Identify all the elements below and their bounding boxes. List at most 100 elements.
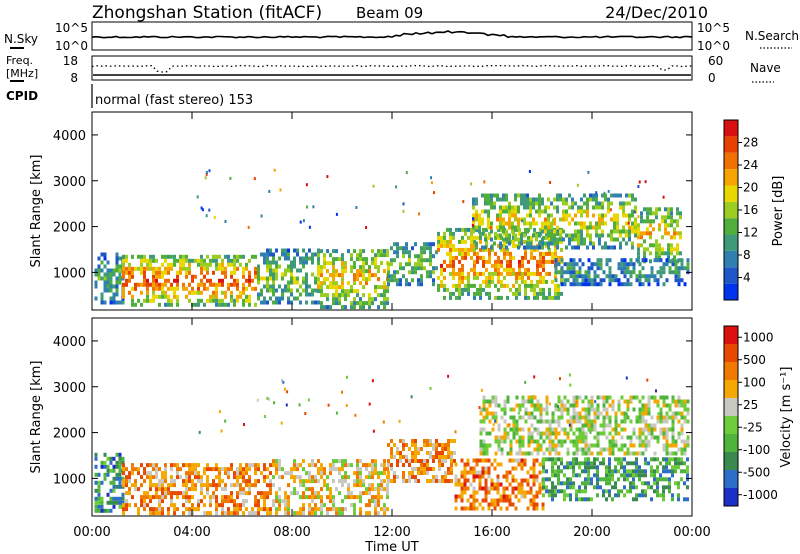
power-cell xyxy=(676,251,679,256)
velocity-cell xyxy=(557,419,561,424)
velocity-cell xyxy=(94,496,98,501)
power-cell xyxy=(512,243,515,248)
power-cell xyxy=(598,241,601,246)
power-colorbar-tick: 4 xyxy=(743,271,751,285)
power-cell xyxy=(575,278,579,283)
velocity-cell xyxy=(371,467,374,472)
power-cell xyxy=(455,295,458,300)
velocity-cell xyxy=(472,458,476,463)
velocity-cell xyxy=(441,459,444,463)
power-cell xyxy=(106,280,110,285)
power-cell xyxy=(526,221,529,226)
power-cell xyxy=(182,262,185,267)
velocity-cell xyxy=(653,423,657,428)
power-cell xyxy=(293,256,296,261)
power-cell xyxy=(128,262,131,267)
velocity-cell xyxy=(463,486,467,491)
velocity-cell xyxy=(109,468,113,473)
power-cell xyxy=(619,233,622,238)
velocity-cell xyxy=(488,419,492,424)
power-cell xyxy=(440,263,443,268)
power-cell xyxy=(257,264,260,269)
velocity-cell xyxy=(275,463,278,468)
velocity-cell xyxy=(499,494,503,499)
velocity-cell xyxy=(356,483,359,488)
velocity-cell xyxy=(125,503,128,508)
velocity-cell xyxy=(511,502,515,507)
power-cell xyxy=(509,251,512,256)
velocity-cell xyxy=(491,415,495,420)
velocity-cell xyxy=(560,443,564,448)
velocity-cell xyxy=(611,407,615,412)
velocity-cell xyxy=(242,479,245,484)
power-cell xyxy=(320,265,323,270)
power-cell xyxy=(383,285,386,290)
velocity-cell xyxy=(173,479,176,484)
power-cell xyxy=(578,274,582,279)
power-colorbar-tick: 28 xyxy=(743,136,758,150)
velocity-cell xyxy=(508,470,512,475)
velocity-cell xyxy=(514,466,518,471)
power-cell xyxy=(514,233,517,238)
velocity-cell xyxy=(266,495,269,500)
velocity-cell xyxy=(653,427,657,432)
power-cell xyxy=(589,197,592,202)
power-cell xyxy=(601,233,604,238)
velocity-cell xyxy=(302,479,305,484)
power-cell xyxy=(115,260,119,265)
velocity-cell xyxy=(497,447,501,452)
velocity-cell xyxy=(506,423,510,428)
velocity-cell xyxy=(620,461,623,466)
velocity-cell xyxy=(362,463,365,468)
velocity-cell xyxy=(584,423,588,428)
power-cell xyxy=(487,225,490,230)
power-cell xyxy=(118,300,122,305)
power-cell xyxy=(248,278,251,283)
power-cell xyxy=(461,267,464,272)
power-cell xyxy=(592,213,595,218)
power-cell xyxy=(674,270,678,275)
power-cell xyxy=(497,287,500,292)
power-cell xyxy=(545,251,548,256)
velocity-cell xyxy=(143,499,146,504)
velocity-cell xyxy=(638,411,642,416)
power-cell xyxy=(544,217,547,222)
power-cell xyxy=(326,261,329,266)
velocity-cell xyxy=(122,503,125,508)
power-cell xyxy=(542,295,545,300)
power-cell xyxy=(571,201,574,206)
velocity-cell xyxy=(629,451,633,456)
velocity-cell xyxy=(656,399,660,404)
velocity-cell xyxy=(109,456,113,461)
velocity-cell xyxy=(353,503,356,508)
velocity-cell xyxy=(614,419,618,424)
power-cell xyxy=(638,270,642,275)
velocity-cell xyxy=(611,427,615,432)
power-cell xyxy=(472,197,475,202)
power-cell xyxy=(607,189,610,193)
power-cell xyxy=(518,239,521,244)
power-cell xyxy=(494,259,497,264)
velocity-cell xyxy=(662,435,666,440)
velocity-cell xyxy=(638,493,641,498)
power-cell xyxy=(652,227,655,232)
power-cell xyxy=(637,243,640,248)
power-cell xyxy=(515,291,518,296)
power-cell xyxy=(668,266,672,271)
power-cell xyxy=(365,301,368,306)
power-cell xyxy=(646,219,649,224)
power-cell xyxy=(491,271,494,276)
velocity-cell xyxy=(236,507,239,512)
velocity-cell xyxy=(374,503,377,508)
velocity-cell xyxy=(557,443,561,448)
velocity-cell xyxy=(578,435,582,440)
power-cell xyxy=(224,294,227,299)
power-cell xyxy=(595,225,598,230)
velocity-cell xyxy=(596,465,599,470)
power-cell xyxy=(578,270,582,275)
power-cell xyxy=(248,302,251,307)
velocity-cell xyxy=(164,479,167,484)
power-cell xyxy=(302,260,305,265)
power-cell xyxy=(490,205,493,210)
velocity-cell xyxy=(614,481,617,486)
